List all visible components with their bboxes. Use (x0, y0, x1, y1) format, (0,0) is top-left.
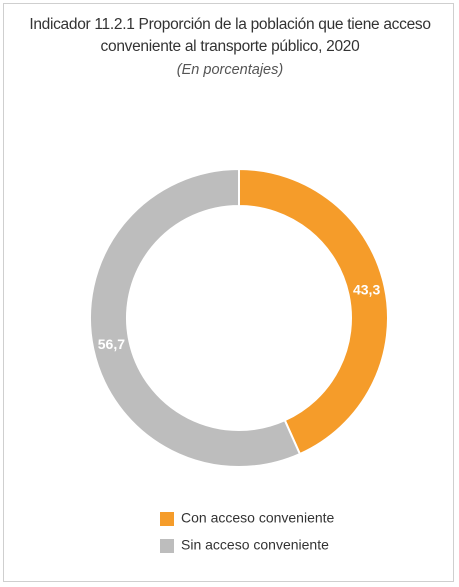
frame (3, 3, 454, 582)
value-label: 43,3 (353, 281, 380, 297)
legend-label: Sin acceso conveniente (181, 537, 329, 553)
value-label: 56,7 (98, 336, 125, 352)
slice (89, 167, 302, 468)
legend-swatch (160, 512, 174, 526)
legend-label: Con acceso conveniente (181, 510, 335, 526)
slice (238, 167, 389, 456)
chart-title: Indicador 11.2.1 Proporción de la poblac… (29, 16, 431, 55)
chart-subtitle: (En porcentajes) (176, 62, 284, 78)
legend-swatch (160, 539, 174, 553)
